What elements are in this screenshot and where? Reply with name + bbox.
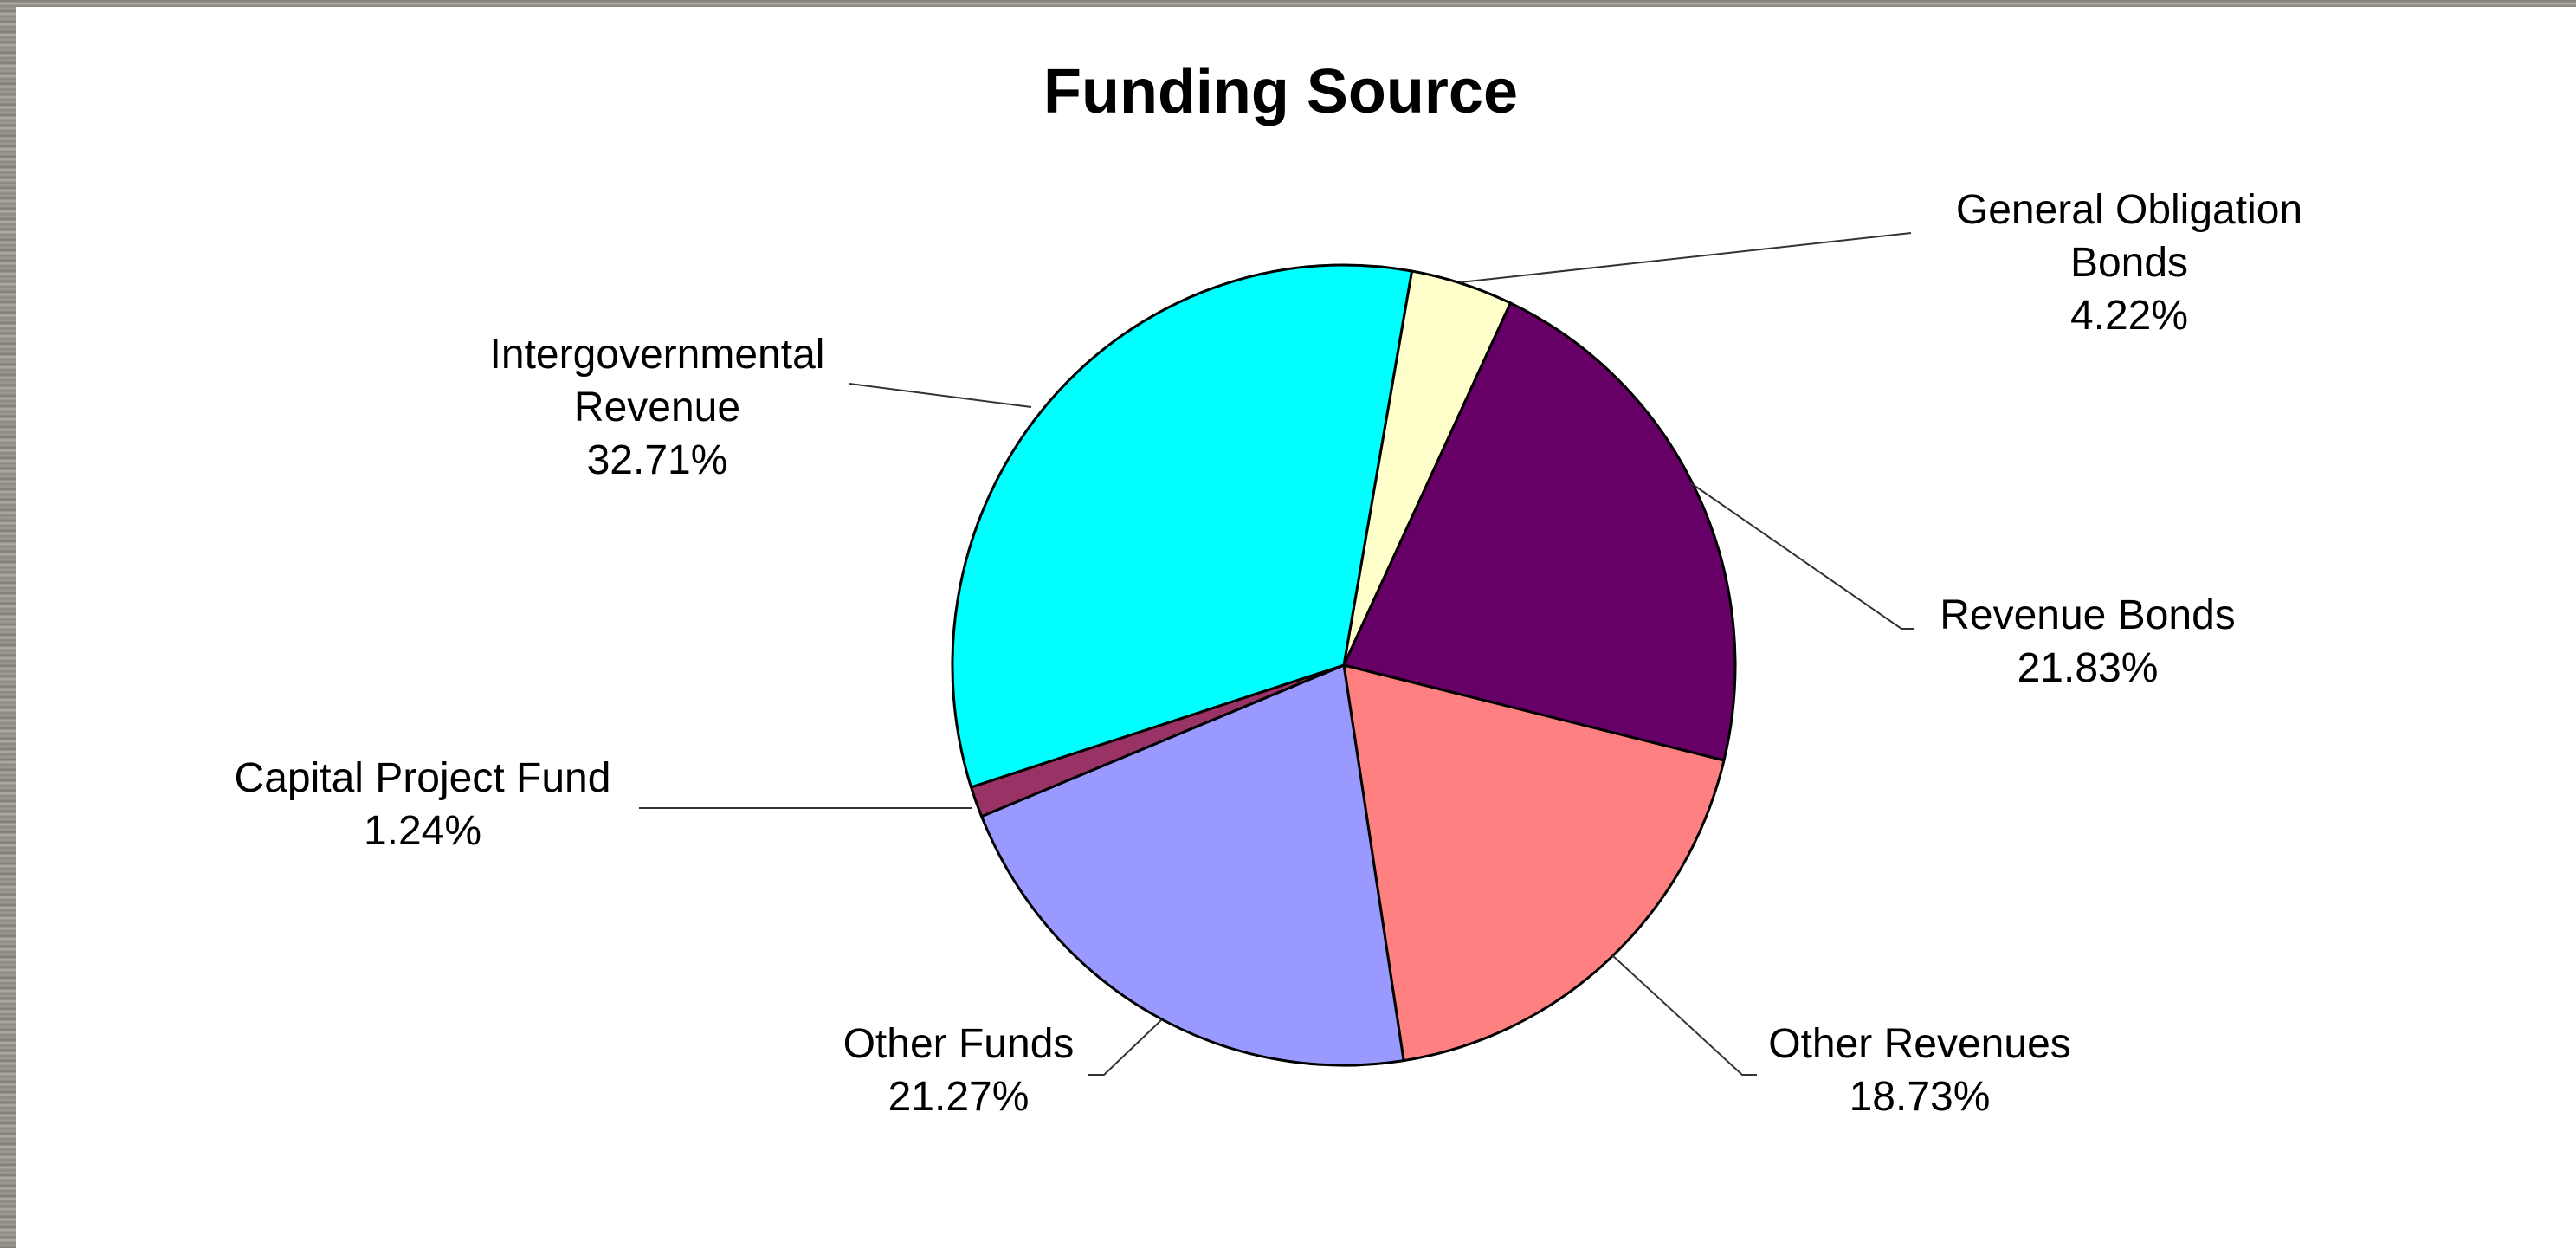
slice-value-label: 21.83% [2018, 645, 2159, 691]
slice-name-label: Other Revenues [1768, 1021, 2071, 1067]
slice-label: Other Funds 21.27% [843, 1021, 1075, 1120]
slice-name-label: Intergovernmental [490, 332, 825, 378]
pie-slices [951, 263, 1737, 1067]
slice-name-label: General Obligation [1956, 187, 2302, 233]
leader-line [1459, 232, 1912, 283]
slice-label: General Obligation Bonds 4.22% [1956, 187, 2302, 339]
pie-slice-other-revenues [1342, 663, 1726, 1063]
slice-name-label: Revenue Bonds [1940, 592, 2236, 638]
slice-label: Capital Project Fund 1.24% [235, 755, 611, 854]
slice-value-label: 1.24% [364, 808, 481, 854]
slice-label: Revenue Bonds 21.83% [1940, 592, 2236, 691]
slice-name-label: Revenue [574, 385, 740, 430]
pie-slice-other-funds [980, 663, 1405, 1067]
slice-label: Intergovernmental Revenue 32.71% [490, 332, 825, 483]
slice-labels: General Obligation Bonds 4.22% Revenue Bond… [235, 187, 2303, 1120]
chart-area: Funding Source General Obligation Bonds 4.… [16, 7, 2576, 1248]
pie-slice-intergovernmental-revenue [951, 263, 1413, 789]
slice-value-label: 21.27% [888, 1074, 1030, 1120]
chart-title: Funding Source [1043, 57, 1518, 126]
leader-lines [639, 232, 1914, 1076]
leader-line [1690, 482, 1914, 630]
slice-value-label: 32.71% [587, 437, 728, 483]
slice-name-label: Capital Project Fund [235, 755, 611, 801]
leader-line [1088, 1019, 1162, 1076]
slice-name-label: Bonds [2070, 240, 2188, 286]
slice-value-label: 4.22% [2070, 293, 2188, 339]
leader-line [849, 383, 1032, 408]
pie-chart: Funding Source General Obligation Bonds 4.… [235, 57, 2303, 1120]
slice-label: Other Revenues 18.73% [1768, 1021, 2071, 1120]
slice-name-label: Other Funds [843, 1021, 1075, 1067]
pie-slice-revenue-bonds [1342, 301, 1737, 762]
slice-value-label: 18.73% [1850, 1074, 1991, 1120]
leader-line [1611, 954, 1757, 1076]
